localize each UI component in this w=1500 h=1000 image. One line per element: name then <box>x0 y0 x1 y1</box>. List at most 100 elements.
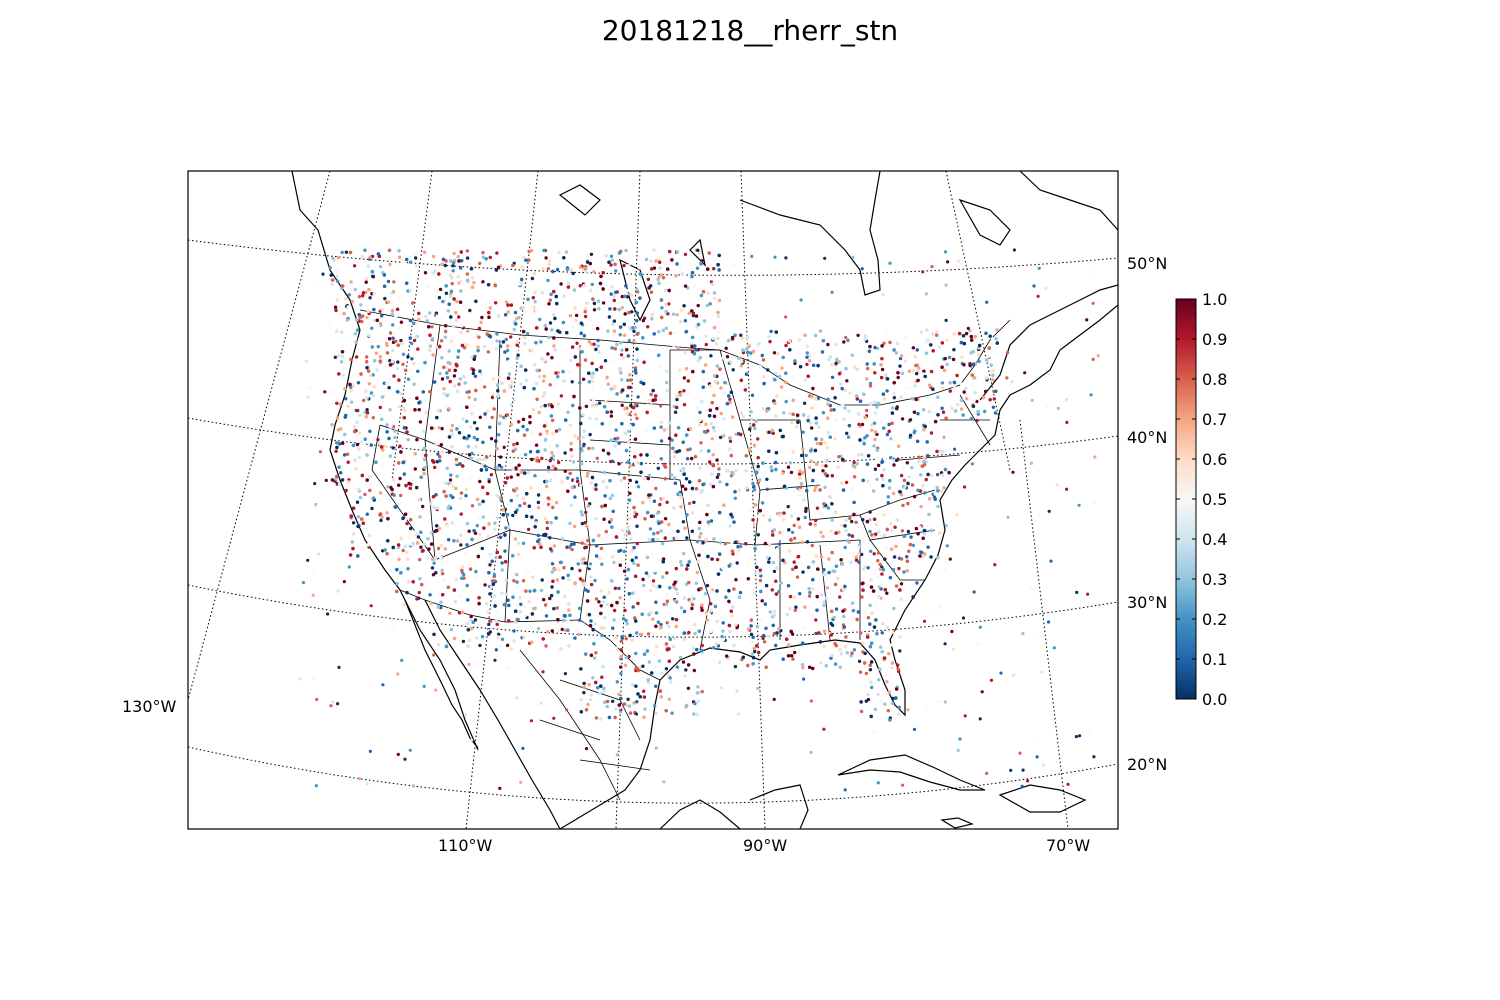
station-point <box>581 561 585 565</box>
station-point <box>664 642 669 646</box>
station-point <box>535 459 539 463</box>
station-point <box>383 296 387 301</box>
station-point <box>364 415 368 419</box>
station-point <box>892 606 896 611</box>
station-point <box>435 506 440 510</box>
station-point <box>955 373 959 378</box>
station-point <box>706 464 710 468</box>
station-point <box>336 354 341 358</box>
station-point <box>600 504 604 509</box>
station-point <box>811 478 815 483</box>
station-point <box>627 429 631 433</box>
station-point <box>495 622 499 627</box>
station-point <box>642 689 646 693</box>
station-point <box>994 337 998 341</box>
station-point <box>349 280 353 284</box>
station-point <box>427 325 431 329</box>
station-point <box>523 471 527 475</box>
station-point <box>466 444 471 449</box>
station-point <box>718 367 722 371</box>
station-point <box>340 330 344 334</box>
station-point <box>387 432 392 436</box>
station-point <box>609 518 614 522</box>
station-point <box>873 411 878 415</box>
station-point <box>533 290 537 295</box>
station-point <box>870 611 874 615</box>
station-point <box>850 534 855 538</box>
station-point <box>541 637 545 641</box>
station-point <box>518 610 523 614</box>
station-point <box>746 577 750 581</box>
station-point <box>392 280 396 284</box>
station-point <box>894 579 899 583</box>
station-point <box>440 426 444 431</box>
station-point <box>346 460 350 464</box>
station-point <box>786 654 791 658</box>
station-point <box>653 704 657 708</box>
station-point <box>811 468 816 473</box>
station-point <box>408 336 412 340</box>
station-point <box>951 357 956 362</box>
station-point <box>790 654 794 658</box>
station-point <box>815 506 820 510</box>
station-point <box>649 514 654 518</box>
station-point <box>897 566 901 571</box>
station-point <box>866 566 870 570</box>
station-point <box>814 437 818 441</box>
station-point <box>772 609 777 614</box>
station-point <box>498 644 503 648</box>
station-point <box>533 588 537 593</box>
station-point <box>335 441 339 445</box>
station-point <box>689 594 693 599</box>
station-point <box>903 485 907 489</box>
station-point <box>917 460 921 464</box>
station-point <box>580 541 584 545</box>
station-point <box>385 511 389 515</box>
station-point <box>355 420 359 424</box>
station-point <box>600 675 604 679</box>
station-point <box>661 496 665 501</box>
station-point <box>890 666 894 670</box>
station-point <box>652 499 657 503</box>
station-point <box>991 337 995 341</box>
station-point <box>439 544 443 548</box>
station-point <box>530 612 535 616</box>
station-point <box>826 397 830 402</box>
station-point <box>472 404 476 408</box>
station-point <box>500 381 504 385</box>
station-point <box>878 645 883 649</box>
station-point <box>931 349 935 353</box>
station-point <box>922 528 927 533</box>
station-point <box>708 408 712 412</box>
station-point <box>385 523 390 528</box>
station-point <box>877 585 881 589</box>
station-point <box>532 272 536 276</box>
station-point <box>551 579 555 583</box>
station-point <box>833 662 838 666</box>
station-point <box>548 458 552 463</box>
station-point <box>646 681 651 685</box>
station-point <box>782 484 787 488</box>
station-point <box>680 272 684 276</box>
station-point <box>881 477 885 482</box>
station-point <box>364 389 368 394</box>
station-point <box>633 574 638 578</box>
station-point <box>363 492 367 497</box>
station-point <box>356 381 361 385</box>
station-point <box>620 294 624 299</box>
station-point <box>568 314 573 318</box>
station-point <box>912 494 917 499</box>
station-point <box>574 318 578 323</box>
station-point <box>864 408 869 413</box>
station-point <box>721 377 725 381</box>
station-point <box>522 501 527 506</box>
station-point <box>395 581 399 586</box>
station-point <box>576 562 580 566</box>
station-point <box>436 605 440 609</box>
station-point <box>500 637 505 641</box>
station-point <box>451 269 455 273</box>
station-point <box>587 371 591 375</box>
station-point <box>739 364 743 368</box>
station-point <box>559 282 563 286</box>
station-point <box>802 401 807 405</box>
